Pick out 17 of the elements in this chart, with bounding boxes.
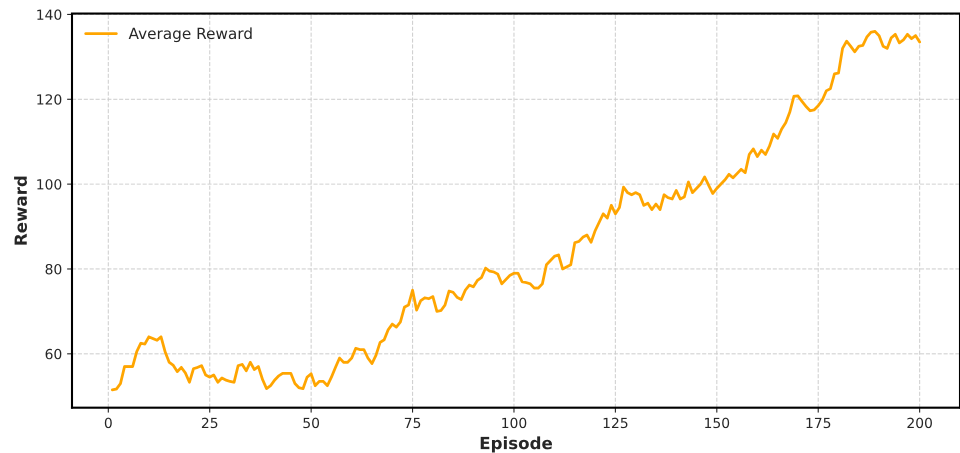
y-axis-title: Reward	[14, 176, 27, 245]
y-tick-label: 100	[37, 179, 62, 190]
x-axis-title: Episode	[480, 436, 552, 453]
x-tick-label: 75	[404, 418, 420, 428]
x-tick-label: 100	[502, 418, 526, 428]
x-tick-label: 50	[303, 418, 320, 428]
legend-label: Average Reward	[128, 27, 252, 42]
y-tick-label: 60	[46, 348, 62, 360]
y-tick-label: 120	[37, 94, 62, 105]
x-tick-label: 25	[202, 418, 218, 428]
y-tick-label: 80	[46, 264, 62, 274]
y-tick-label: 140	[37, 9, 62, 20]
x-tick-label: 125	[604, 418, 628, 428]
x-tick-label: 150	[705, 418, 730, 428]
x-tick-label: 200	[907, 418, 932, 428]
x-tick-label: 0	[104, 418, 112, 428]
x-tick-label: 175	[806, 418, 830, 428]
